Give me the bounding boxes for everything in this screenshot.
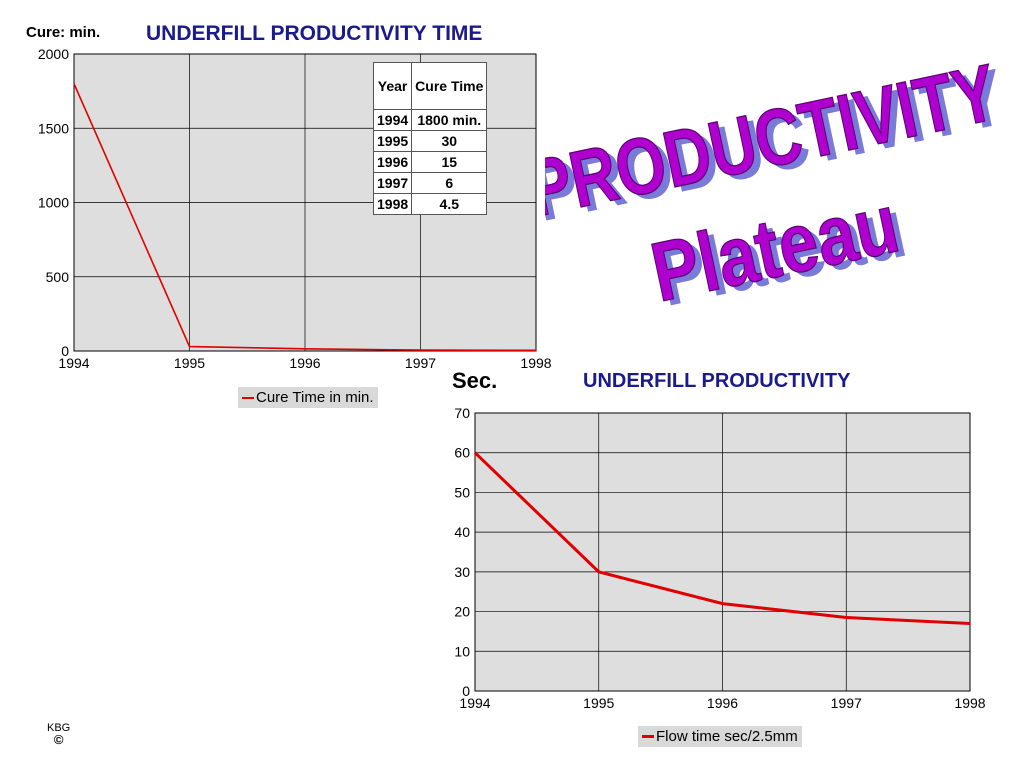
- x-tick-label: 1997: [831, 695, 862, 711]
- x-tick-label: 1998: [520, 355, 551, 371]
- y-tick-label: 0: [462, 683, 470, 699]
- chart1-title: UNDERFILL PRODUCTIVITY TIME: [146, 22, 483, 45]
- table-row: 1994 1800 min.: [372, 109, 488, 131]
- y-tick-label: 20: [454, 604, 470, 620]
- y-tick-label: 60: [454, 445, 470, 461]
- x-tick-label: 1997: [405, 355, 436, 371]
- table-row: 1997 6: [372, 172, 488, 194]
- table-cell-cure: 15: [411, 151, 488, 173]
- table-row: 1998 4.5: [372, 193, 488, 215]
- y-tick-label: 10: [454, 643, 470, 659]
- table-header-year: Year: [372, 62, 413, 110]
- table-row: 1995 30: [372, 130, 488, 152]
- table-cell-year: 1998: [372, 193, 413, 215]
- y-tick-label: 0: [61, 343, 69, 359]
- x-tick-label: 1996: [289, 355, 320, 371]
- legend-line-swatch: [242, 396, 254, 399]
- y-tick-label: 40: [454, 524, 470, 540]
- chart2-plot: 0 10 20 30 40 50 60 70 1994 1995 1996 1997 1998: [454, 405, 985, 711]
- copyright-symbol: ©: [53, 732, 64, 747]
- table-cell-cure: 30: [411, 130, 488, 152]
- table-header-cure-time: Cure Time: [411, 62, 488, 110]
- chart1-y-axis-label: Cure: min.: [26, 24, 101, 41]
- cure-time-table: Year Cure Time 1994 1800 min. 1995 30 1996…: [372, 62, 488, 215]
- y-tick-label: 50: [454, 484, 470, 500]
- table-cell-year: 1994: [372, 109, 413, 131]
- chart1-legend-label: Cure Time in min.: [256, 389, 374, 406]
- y-tick-label: 1500: [38, 120, 69, 136]
- y-tick-label: 2000: [38, 46, 69, 62]
- chart1-legend: Cure Time in min.: [238, 387, 378, 408]
- table-row: 1996 15: [372, 151, 488, 173]
- chart2-y-axis-label: Sec.: [452, 368, 498, 393]
- x-tick-label: 1995: [583, 695, 614, 711]
- x-tick-label: 1998: [954, 695, 985, 711]
- chart2-legend: Flow time sec/2.5mm: [638, 726, 802, 747]
- x-tick-label: 1994: [58, 355, 89, 371]
- table-cell-cure: 1800 min.: [411, 109, 488, 131]
- legend-line-swatch: [642, 735, 654, 738]
- table-cell-cure: 4.5: [411, 193, 488, 215]
- author-credit: KBG ©: [47, 722, 70, 746]
- x-tick-label: 1996: [707, 695, 738, 711]
- y-tick-label: 70: [454, 405, 470, 421]
- chart2-title: UNDERFILL PRODUCTIVITY: [583, 370, 851, 392]
- credit-initials: KBG: [47, 722, 71, 734]
- y-tick-label: 500: [46, 269, 70, 285]
- productivity-plateau-wordart: PRODUCTIVITY PRODUCTIVITY Plateau Platea…: [545, 55, 1005, 324]
- y-tick-label: 1000: [38, 195, 69, 211]
- chart2-legend-label: Flow time sec/2.5mm: [656, 728, 798, 745]
- x-tick-label: 1995: [174, 355, 205, 371]
- table-cell-year: 1996: [372, 151, 413, 173]
- x-tick-label: 1994: [459, 695, 490, 711]
- y-tick-label: 30: [454, 564, 470, 580]
